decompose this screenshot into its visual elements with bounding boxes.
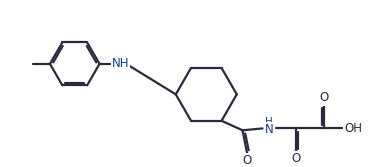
- Text: O: O: [291, 152, 301, 165]
- Text: O: O: [320, 91, 329, 104]
- Text: H: H: [265, 117, 273, 127]
- Text: N: N: [265, 123, 273, 136]
- Text: H
N: H N: [265, 118, 273, 139]
- Text: O: O: [243, 154, 252, 167]
- Text: OH: OH: [344, 122, 362, 135]
- Text: NH: NH: [112, 57, 129, 70]
